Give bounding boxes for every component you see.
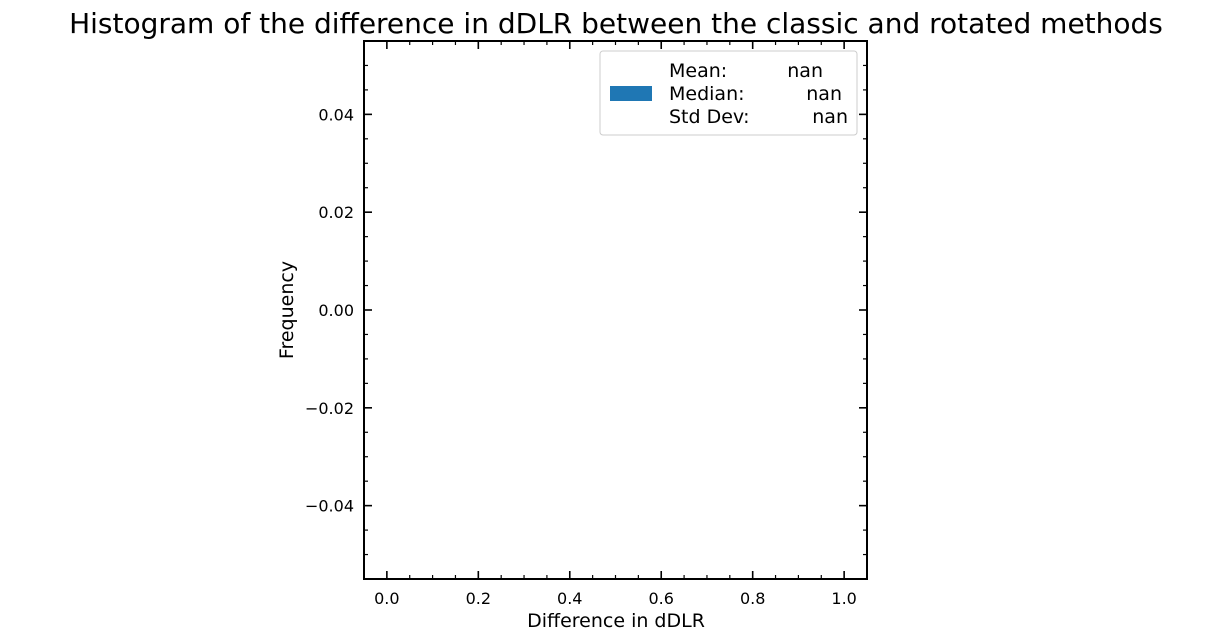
y-tick-label: 0.02 <box>318 203 354 222</box>
legend-frame <box>599 50 858 136</box>
x-tick-label: 0.0 <box>374 589 399 608</box>
x-tick-label: 0.8 <box>740 589 765 608</box>
legend: Mean: nan Median: nan Std Dev: nan <box>599 50 858 136</box>
x-tick-label: 0.6 <box>649 589 674 608</box>
y-tick-label: 0.04 <box>318 105 354 124</box>
x-tick-label: 1.0 <box>831 589 856 608</box>
y-tick-label: −0.04 <box>305 497 354 516</box>
legend-stddev-label: Std Dev: <box>669 106 750 128</box>
legend-stddev-value: nan <box>812 106 848 128</box>
chart-title: Histogram of the difference in dDLR betw… <box>69 7 1163 40</box>
x-tick-label: 0.2 <box>466 589 491 608</box>
legend-swatch <box>610 86 652 101</box>
legend-mean-label: Mean: <box>669 60 727 82</box>
plot-frame <box>363 40 868 580</box>
x-axis-label: Difference in dDLR <box>527 610 705 632</box>
legend-mean-value: nan <box>787 60 823 82</box>
x-tick-label: 0.4 <box>557 589 582 608</box>
y-tick-label: 0.00 <box>318 301 354 320</box>
legend-median-label: Median: <box>669 83 745 105</box>
y-axis-label: Frequency <box>276 261 298 359</box>
legend-median-value: nan <box>806 83 842 105</box>
y-tick-label: −0.02 <box>305 399 354 418</box>
